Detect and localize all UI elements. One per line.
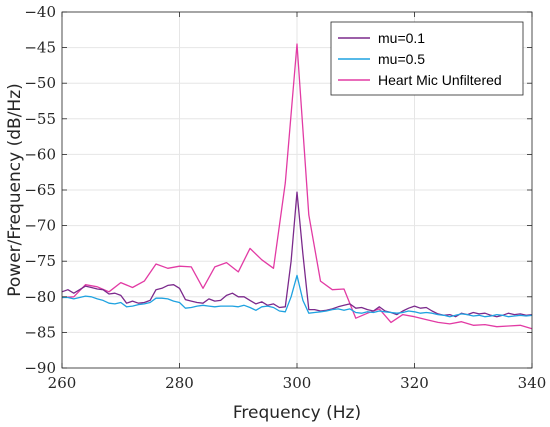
x-tick-label: 300 xyxy=(283,374,312,392)
y-tick-label: −90 xyxy=(24,359,56,377)
y-tick-label: −55 xyxy=(24,110,56,128)
y-axis-label: Power/Frequency (dB/Hz) xyxy=(5,83,25,297)
x-tick-label: 320 xyxy=(400,374,429,392)
y-tick-label: −80 xyxy=(24,288,56,306)
data-lines xyxy=(61,43,533,330)
x-tick-label: 260 xyxy=(48,374,77,392)
legend: mu=0.1 mu=0.5 Heart Mic Unfiltered xyxy=(330,21,524,96)
x-tick-label: 280 xyxy=(165,374,194,392)
series-line-1 xyxy=(62,274,533,318)
y-tick-label: −65 xyxy=(24,181,56,199)
y-tick-label: −85 xyxy=(24,323,56,341)
x-tick-labels: 260 280 300 320 340 xyxy=(48,374,547,392)
y-tick-label: −40 xyxy=(24,3,56,21)
y-tick-label: −50 xyxy=(24,74,56,92)
y-tick-labels: −40 −45 −50 −55 −60 −65 −70 −75 −80 −85 −90 xyxy=(24,3,56,377)
y-tick-label: −45 xyxy=(24,39,56,57)
ticks xyxy=(61,11,533,369)
legend-label-2: Heart Mic Unfiltered xyxy=(378,72,502,88)
x-axis-label: Frequency (Hz) xyxy=(233,403,361,423)
grid xyxy=(61,11,533,369)
y-tick-label: −70 xyxy=(24,217,56,235)
x-tick-label: 340 xyxy=(518,374,547,392)
series-line-2 xyxy=(61,43,533,330)
legend-label-1: mu=0.5 xyxy=(378,51,425,67)
y-tick-label: −60 xyxy=(24,145,56,163)
y-tick-label: −75 xyxy=(24,252,56,270)
legend-label-0: mu=0.1 xyxy=(378,30,425,46)
